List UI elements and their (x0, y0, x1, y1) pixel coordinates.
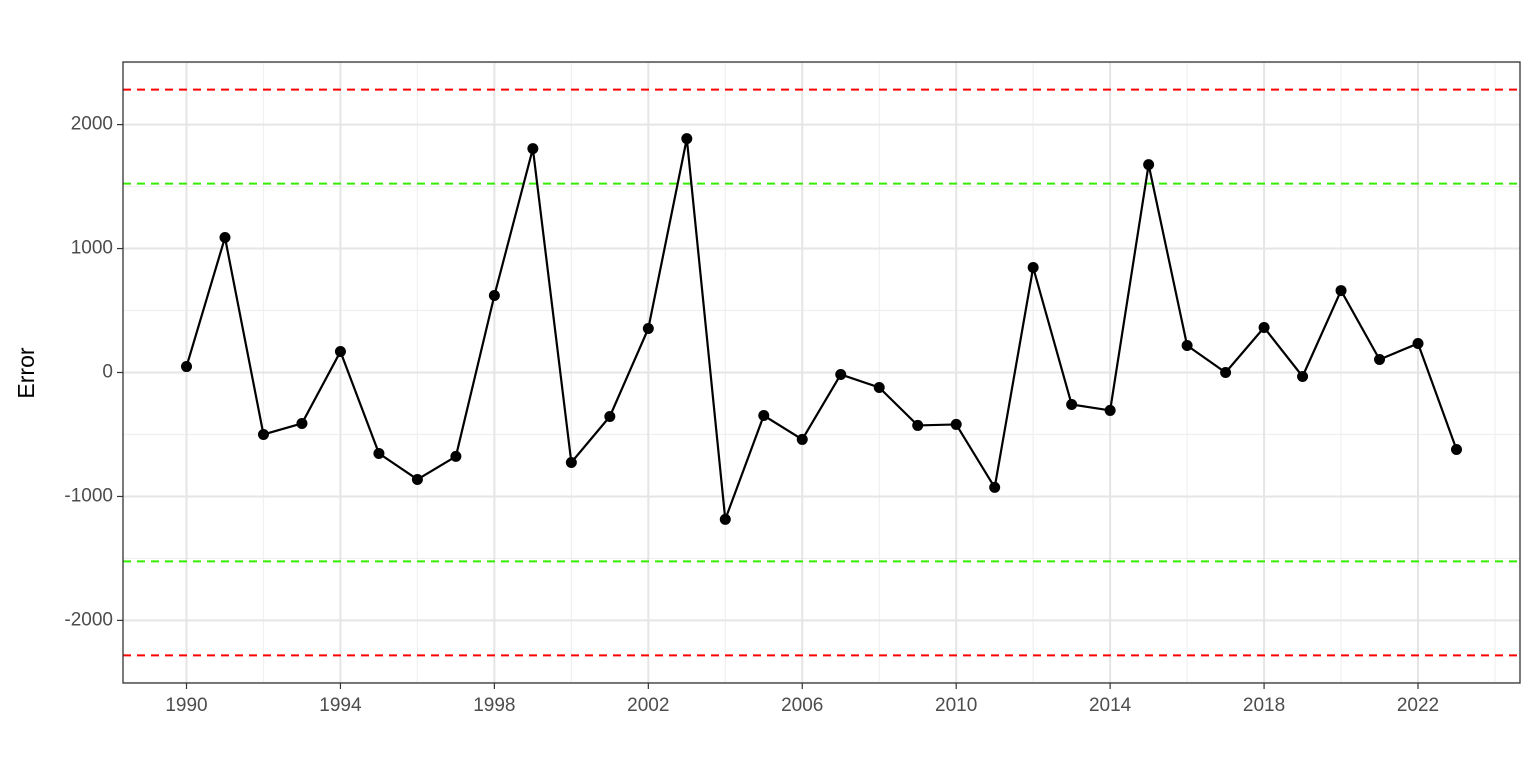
data-point (296, 417, 308, 429)
data-point (758, 410, 770, 422)
y-tick-label: 0 (102, 362, 113, 383)
x-tick-label: 2006 (781, 695, 823, 716)
data-point (1258, 322, 1270, 334)
data-point (642, 322, 654, 334)
y-tick-label: 2000 (71, 114, 113, 135)
data-point (373, 447, 385, 459)
x-tick-label: 2014 (1089, 695, 1132, 716)
data-point (181, 361, 192, 373)
data-point (1104, 404, 1116, 416)
data-point (604, 411, 616, 423)
data-point (989, 481, 1001, 493)
data-point (488, 290, 500, 302)
data-point (1374, 353, 1386, 365)
data-point (719, 513, 731, 525)
y-axis-label: Error (13, 347, 39, 398)
data-point (950, 418, 962, 430)
data-point (873, 381, 885, 393)
x-tick-label: 2010 (935, 695, 977, 716)
x-tick-label: 1994 (319, 695, 362, 716)
data-point (1412, 337, 1424, 349)
data-point (219, 232, 231, 244)
y-tick-label: -1000 (64, 485, 113, 506)
x-tick-label: 2018 (1243, 695, 1285, 716)
data-point (681, 133, 693, 145)
data-point (257, 428, 269, 440)
data-point (1220, 367, 1232, 378)
data-point (835, 368, 847, 380)
data-point (334, 346, 346, 358)
data-point (565, 456, 577, 468)
y-tick-label: -2000 (64, 609, 113, 630)
data-point (1027, 262, 1039, 274)
data-point (527, 143, 539, 155)
x-tick-label: 2002 (627, 695, 669, 716)
x-tick-label: 1990 (165, 695, 207, 716)
y-tick-label: 1000 (71, 238, 113, 259)
x-tick-label: 1998 (473, 695, 515, 716)
data-line (185, 138, 1458, 520)
data-point (796, 433, 808, 445)
panel-border (122, 61, 1521, 684)
x-tick-label: 2022 (1397, 695, 1439, 716)
data-point (411, 473, 423, 485)
data-point (1143, 159, 1155, 171)
data-point (1066, 398, 1078, 410)
data-point (1335, 285, 1347, 297)
data-point (1451, 443, 1462, 455)
data-point (912, 419, 924, 431)
data-point (450, 450, 462, 462)
data-point (1181, 339, 1193, 351)
data-point (1297, 370, 1309, 382)
